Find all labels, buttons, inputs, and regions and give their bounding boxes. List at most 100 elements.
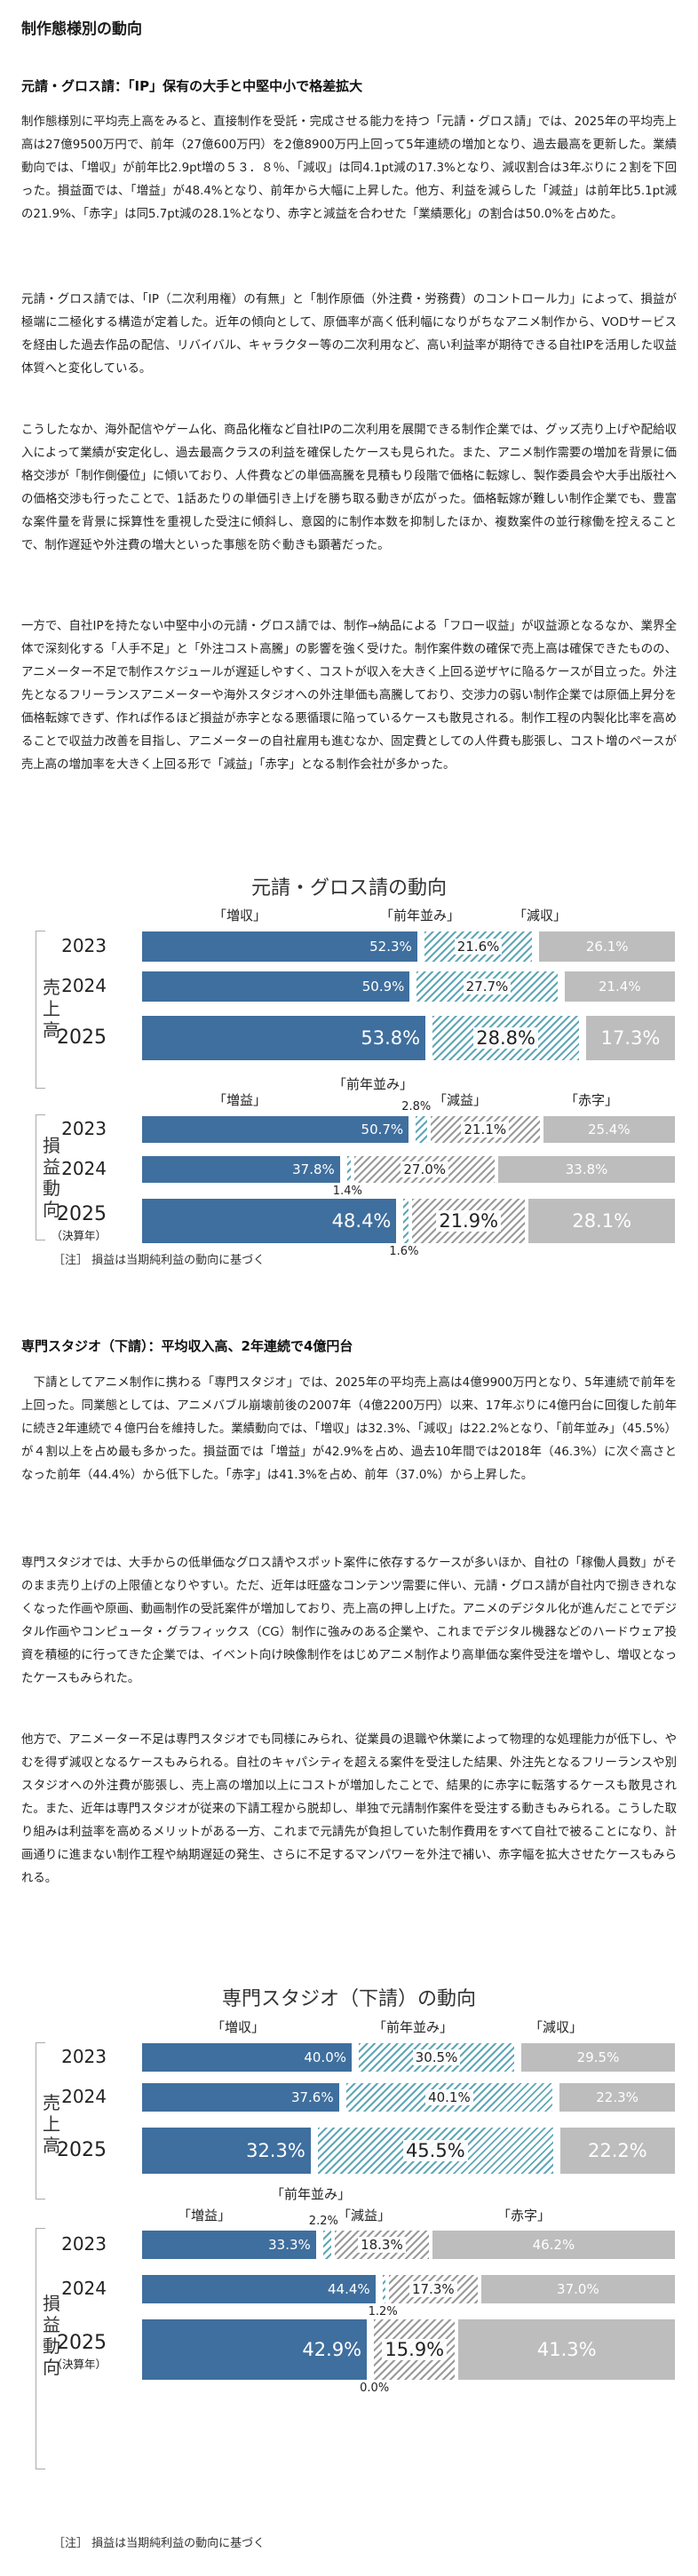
sales-group-bracket: [36, 931, 45, 1089]
profit-column-label: 「赤字」: [497, 2207, 551, 2223]
profit-year-label: 2025: [57, 2332, 107, 2354]
chart1: 「増収」 「前年並み」 「減収」 売上高 2023 52.3% 21.6% 26.1% 2024…: [36, 906, 675, 1258]
profit-decrease-bar: 18.3%: [335, 2231, 429, 2259]
profit-decrease-value: 21.1%: [461, 1122, 510, 1137]
profit-flat-value: 2.8%: [401, 1100, 432, 1114]
sales-year-label: 2025: [57, 1026, 107, 1049]
sales-increase-bar: 52.3%: [142, 931, 417, 962]
sales-flat-bar: 45.5%: [317, 2128, 553, 2174]
profit-increase-bar: 33.3%: [142, 2231, 316, 2259]
profit-year-label: 2025: [57, 1203, 107, 1225]
profit-year-label: 2024: [61, 1158, 107, 1179]
profit-decrease-value: 21.9%: [436, 1210, 502, 1232]
profit-decrease-value: 18.3%: [358, 2237, 406, 2253]
sales-bar-row: 50.9% 27.7% 21.4%: [142, 971, 675, 1002]
sales-flat-value: 21.6%: [454, 939, 503, 955]
profit-year-label: 2023: [61, 1118, 107, 1139]
section1-paragraph-1: 制作態様別に平均売上高をみると、直接制作を受託・完成させる能力を持つ「元請・グロ…: [21, 115, 677, 221]
profit-bar-row: 48.4% 21.9% 28.1%: [142, 1199, 675, 1243]
profit-year-label: 2023: [61, 2233, 107, 2255]
profit-column-label: 「赤字」: [565, 1092, 619, 1108]
profit-group-bracket: [36, 2228, 45, 2469]
profit-increase-bar: 37.8%: [142, 1156, 340, 1183]
sales-bar-row: 37.6% 40.1% 22.3%: [142, 2083, 675, 2112]
sales-year-label: 2025: [57, 2139, 107, 2161]
profit-bar-row: 42.9% 15.9% 41.3%: [142, 2319, 675, 2380]
profit-bar-row: 37.8% 27.0% 33.8%: [142, 1156, 675, 1183]
sales-bar-row: 53.8% 28.8% 17.3%: [142, 1016, 675, 1060]
sales-flat-value: 27.7%: [463, 979, 512, 995]
profit-year-sublabel: （決算年）: [51, 1229, 107, 1242]
sales-decrease-bar: 26.1%: [539, 931, 675, 962]
section1-paragraph-4: 一方で、自社IPを持たない中堅中小の元請・グロス請では、制作→納品による「フロー…: [21, 620, 677, 772]
profit-increase-bar: 48.4%: [142, 1199, 397, 1243]
profit-flat-bar: [403, 1199, 408, 1243]
sales-column-label: 「減収」: [513, 908, 567, 923]
sales-column-label: 「前年並み」: [373, 2019, 454, 2035]
profit-column-label: 「増益」: [178, 2207, 232, 2223]
profit-decrease-value: 17.3%: [408, 2281, 457, 2297]
section2-heading: 専門スタジオ（下請）：平均収入高、2年連続で4億円台: [21, 1338, 353, 1354]
chart2-note: ［注］ 損益は当期純利益の動向に基づく: [53, 2537, 266, 2550]
profit-deficit-bar: 33.8%: [498, 1156, 675, 1183]
sales-group-label: 売上高: [43, 2092, 60, 2156]
profit-group-label: 損益動向: [43, 2293, 60, 2378]
profit-column-label: 「前年並み」: [333, 1076, 414, 1092]
profit-bar-row: 44.4% 17.3% 37.0%: [142, 2275, 675, 2303]
sales-flat-bar: 28.8%: [432, 1016, 580, 1060]
sales-year-label: 2023: [61, 935, 107, 956]
sales-decrease-bar: 21.4%: [564, 971, 675, 1002]
sales-flat-bar: 21.6%: [424, 931, 533, 962]
profit-flat-value: 1.6%: [389, 1245, 419, 1258]
profit-flat-value: 0.0%: [360, 2382, 390, 2395]
sales-year-label: 2024: [61, 975, 107, 996]
sales-bar-row: 40.0% 30.5% 29.5%: [142, 2043, 675, 2072]
profit-increase-bar: 44.4%: [142, 2275, 376, 2303]
profit-deficit-bar: 41.3%: [458, 2319, 675, 2380]
profit-flat-bar: [416, 1116, 427, 1143]
profit-decrease-bar: 27.0%: [354, 1156, 496, 1183]
profit-year-label: 2024: [61, 2278, 107, 2299]
sales-column-label: 「増収」: [213, 908, 267, 923]
chart2: 「増収」 「前年並み」 「減収」 売上高 2023 40.0% 30.5% 29.5% 2024…: [36, 2017, 675, 2528]
section1-paragraph-3: こうしたなか、海外配信やゲーム化、商品化権など自社IPの二次利用を展開できる制作…: [21, 424, 677, 552]
profit-group-bracket: [36, 1114, 45, 1240]
sales-decrease-bar: 22.3%: [559, 2083, 675, 2112]
sales-year-label: 2023: [61, 2046, 107, 2067]
profit-deficit-bar: 46.2%: [432, 2231, 675, 2259]
profit-deficit-bar: 28.1%: [528, 1199, 675, 1243]
profit-increase-bar: 50.7%: [142, 1116, 409, 1143]
profit-flat-bar: [322, 2231, 331, 2259]
sales-flat-value: 28.8%: [473, 1027, 538, 1049]
sales-decrease-bar: 17.3%: [586, 1016, 675, 1060]
profit-bar-row: 33.3% 18.3% 46.2%: [142, 2231, 675, 2259]
profit-column-label: 「増益」: [213, 1092, 267, 1108]
sales-flat-value: 40.1%: [425, 2089, 473, 2105]
sales-decrease-bar: 22.2%: [559, 2128, 675, 2174]
chart2-title: 専門スタジオ（下請）の動向: [221, 1988, 476, 2010]
section2-paragraph-3: 他方で、アニメーター不足は専門スタジオでも同様にみられ、従業員の退職や休業によっ…: [21, 1733, 677, 1885]
profit-deficit-bar: 25.4%: [543, 1116, 675, 1143]
sales-flat-bar: 27.7%: [416, 971, 558, 1002]
profit-column-label: 「前年並み」: [271, 2186, 352, 2202]
profit-year-sublabel: （決算年）: [51, 2358, 107, 2371]
sales-group-bracket: [36, 2042, 45, 2200]
section2-paragraph-2: 専門スタジオでは、大手からの低単価なグロス請やスポット案件に依存するケースが多い…: [21, 1557, 677, 1685]
sales-column-label: 「減収」: [529, 2019, 583, 2035]
profit-flat-bar: [346, 1156, 352, 1183]
sales-year-label: 2024: [61, 2086, 107, 2107]
profit-decrease-bar: 21.9%: [412, 1199, 526, 1243]
sales-flat-value: 45.5%: [402, 2140, 468, 2161]
sales-increase-bar: 32.3%: [142, 2128, 311, 2174]
sales-flat-bar: 40.1%: [345, 2083, 553, 2112]
profit-decrease-bar: 15.9%: [374, 2319, 456, 2380]
section1-paragraph-2: 元請・グロス請では、「IP（二次利用権）の有無」と「制作原価（外注費・労務費）の…: [21, 293, 677, 376]
sales-increase-bar: 40.0%: [142, 2043, 352, 2072]
profit-bar-row: 50.7% 21.1% 25.4%: [142, 1116, 675, 1143]
page-title: 制作態様別の動向: [21, 20, 142, 38]
sales-increase-bar: 50.9%: [142, 971, 410, 1002]
sales-column-label: 「前年並み」: [380, 908, 461, 923]
section1-heading: 元請・グロス請：「IP」保有の大手と中堅中小で格差拡大: [21, 78, 363, 94]
profit-deficit-bar: 37.0%: [480, 2275, 675, 2303]
